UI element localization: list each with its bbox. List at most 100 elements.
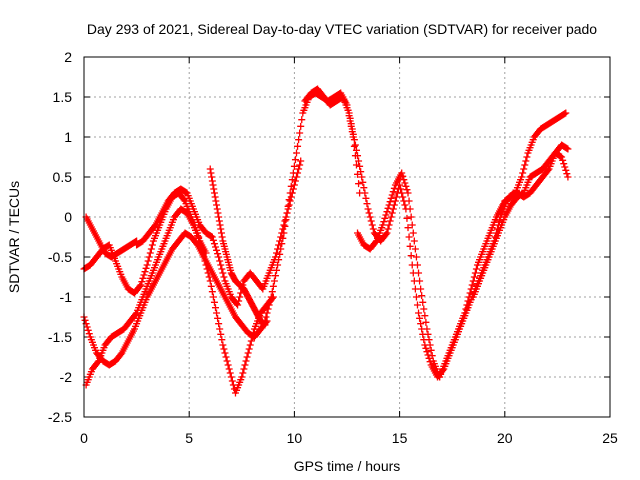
data-point — [266, 297, 274, 305]
data-point — [280, 229, 288, 237]
data-point — [208, 288, 216, 296]
data-point — [398, 189, 406, 197]
data-point — [461, 309, 469, 317]
data-point — [469, 277, 477, 285]
data-point — [347, 120, 355, 128]
data-point — [282, 216, 290, 224]
data-point — [562, 166, 570, 174]
data-point — [208, 177, 216, 185]
data-point — [496, 217, 504, 225]
data-point — [366, 213, 374, 221]
data-point — [351, 141, 359, 149]
data-point — [207, 169, 215, 177]
data-point — [350, 142, 358, 150]
data-point — [286, 189, 294, 197]
data-point — [209, 236, 217, 244]
data-point — [407, 252, 415, 260]
data-point — [238, 373, 246, 381]
data-point — [368, 221, 376, 229]
y-tick-label: 1.5 — [53, 89, 73, 105]
y-tick-label: 2 — [64, 49, 72, 65]
data-point — [213, 205, 221, 213]
data-point — [359, 178, 367, 186]
data-point — [391, 197, 399, 205]
data-point — [415, 309, 423, 317]
data-point — [243, 353, 251, 361]
data-point — [290, 181, 298, 189]
data-point — [520, 165, 528, 173]
data-point — [386, 217, 394, 225]
data-point — [294, 142, 302, 150]
data-point — [141, 268, 149, 276]
data-point — [380, 218, 388, 226]
data-point — [404, 189, 412, 197]
data-point — [217, 330, 225, 338]
data-point — [365, 209, 373, 217]
data-point — [144, 257, 152, 265]
data-point — [290, 162, 298, 170]
data-point — [563, 170, 571, 178]
data-point — [236, 293, 244, 301]
data-point — [464, 297, 472, 305]
data-point — [382, 230, 390, 238]
data-point — [221, 349, 229, 357]
data-point — [420, 305, 428, 313]
data-point — [408, 221, 416, 229]
y-tick-label: -1.5 — [48, 329, 72, 345]
data-point — [364, 205, 372, 213]
data-point — [180, 196, 188, 204]
data-point — [145, 253, 153, 261]
data-point — [295, 136, 303, 144]
data-point — [523, 153, 531, 161]
data-point — [425, 336, 433, 344]
data-point — [563, 144, 571, 152]
data-point — [423, 348, 431, 356]
data-point — [405, 233, 413, 241]
data-point — [390, 184, 398, 192]
data-point — [406, 205, 414, 213]
data-point — [379, 221, 387, 229]
data-point — [271, 272, 279, 280]
data-point — [470, 273, 478, 281]
data-point — [466, 289, 474, 297]
data-point — [209, 293, 217, 301]
x-tick-label: 25 — [602, 430, 618, 446]
plot-frame — [83, 56, 611, 418]
data-point — [385, 201, 393, 209]
data-point — [293, 149, 301, 157]
data-point — [263, 309, 271, 317]
data-point — [261, 317, 269, 325]
data-point — [413, 261, 421, 269]
data-point — [244, 349, 252, 357]
data-point — [387, 194, 395, 202]
data-point — [277, 245, 285, 253]
data-point — [471, 269, 479, 277]
data-point — [139, 274, 147, 282]
data-point — [83, 323, 91, 331]
data-point — [392, 193, 400, 201]
data-point — [227, 373, 235, 381]
data-point — [213, 201, 221, 209]
data-point — [416, 314, 424, 322]
data-point — [210, 298, 218, 306]
data-point — [207, 282, 215, 290]
data-point — [417, 320, 425, 328]
data-point — [403, 186, 411, 194]
data-point — [564, 145, 572, 153]
series-sat-h — [301, 85, 517, 381]
data-point — [355, 180, 363, 188]
data-point — [235, 297, 243, 305]
data-point — [146, 249, 154, 257]
data-point — [426, 358, 434, 366]
data-point — [208, 173, 216, 181]
data-point — [281, 222, 289, 230]
data-point — [202, 249, 210, 257]
series-sat-g — [261, 89, 364, 325]
x-tick-label: 5 — [185, 430, 193, 446]
data-point — [415, 269, 423, 277]
data-point — [296, 161, 304, 169]
data-point — [412, 293, 420, 301]
data-point — [217, 229, 225, 237]
data-point — [214, 250, 222, 258]
